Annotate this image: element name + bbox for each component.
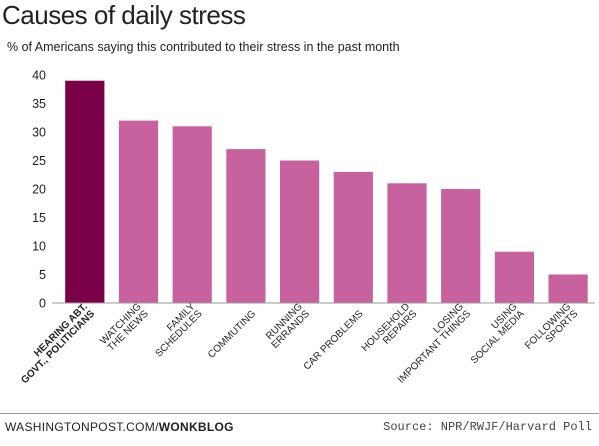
y-tick-label: 30 xyxy=(32,126,46,140)
footer-section: WONKBLOG xyxy=(158,420,234,434)
y-tick-label: 25 xyxy=(32,154,46,168)
footer-site: WASHINGTONPOST.COM/ xyxy=(5,420,159,434)
bar xyxy=(387,183,427,303)
y-tick-label: 10 xyxy=(32,240,46,254)
x-tick-label: CAR PROBLEMS xyxy=(302,308,366,372)
y-tick-label: 35 xyxy=(32,97,46,111)
footer-source: Source: NPR/RWJF/Harvard Poll xyxy=(383,420,592,434)
footer-credit: WASHINGTONPOST.COM/WONKBLOG xyxy=(5,420,234,434)
bar xyxy=(226,149,266,303)
y-tick-label: 15 xyxy=(32,211,46,225)
bars xyxy=(65,80,588,303)
y-tick-label: 40 xyxy=(32,69,46,83)
x-axis-labels: HEARING ABT.GOVT., POLITICIANS WATCHINGTH… xyxy=(19,301,581,386)
bar xyxy=(65,80,105,303)
bar xyxy=(172,126,212,303)
x-tick-label-line: GOVT., POLITICIANS xyxy=(19,308,97,386)
chart-subtitle: % of Americans saying this contributed t… xyxy=(7,40,400,54)
footer-divider xyxy=(0,413,599,414)
bar xyxy=(333,171,373,303)
y-tick-label: 5 xyxy=(39,268,46,282)
x-tick-label-line: COMMUTING xyxy=(206,308,258,360)
x-tick-label-line: CAR PROBLEMS xyxy=(302,308,366,372)
y-axis: 0 5 10 15 20 25 30 35 40 xyxy=(32,69,46,311)
y-tick-label: 0 xyxy=(39,297,46,311)
bar xyxy=(280,160,320,303)
x-tick-label: COMMUTING xyxy=(206,308,258,360)
bar xyxy=(548,274,588,303)
y-tick-label: 20 xyxy=(32,183,46,197)
bar xyxy=(441,189,481,303)
x-tick-label: HEARING ABT.GOVT., POLITICIANS xyxy=(19,301,97,386)
chart-title: Causes of daily stress xyxy=(2,0,246,30)
bar xyxy=(494,251,534,303)
bar xyxy=(118,120,159,303)
